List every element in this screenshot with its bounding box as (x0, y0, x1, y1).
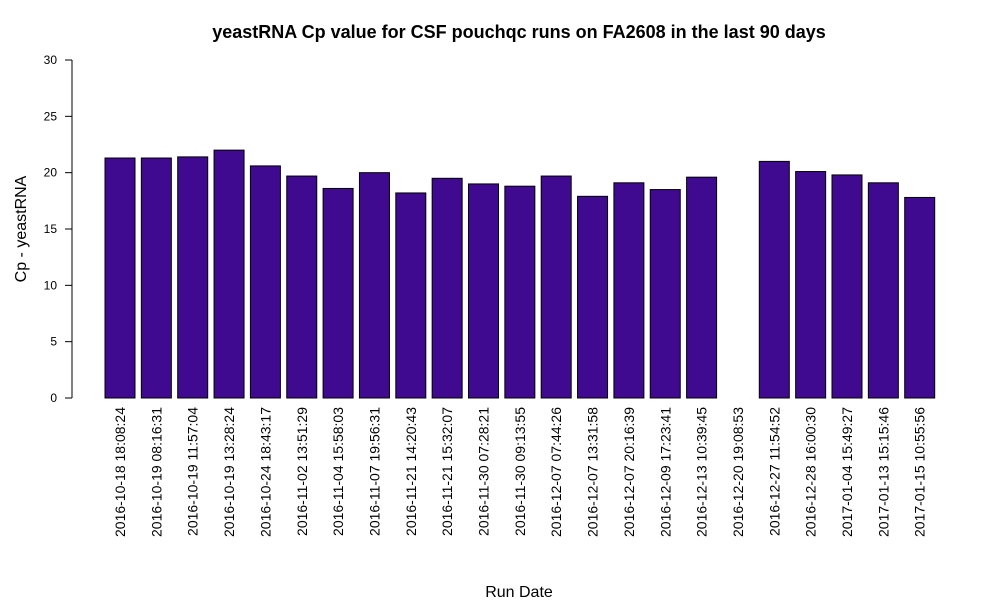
bar (140, 157, 172, 399)
x-tick-label: 2017-01-13 15:15:46 (875, 407, 891, 537)
x-tick-label: 2016-12-20 19:08:53 (730, 407, 746, 537)
bar (904, 196, 936, 399)
y-tick-label: 10 (44, 278, 58, 292)
bar (867, 182, 899, 399)
chart-title: yeastRNA Cp value for CSF pouchqc runs o… (212, 22, 826, 42)
x-tick-label: 2016-11-21 15:32:07 (439, 407, 455, 536)
x-tick-label: 2016-11-21 14:20:43 (403, 407, 419, 536)
x-tick-label: 2016-10-19 08:16:31 (148, 407, 164, 537)
bar (686, 176, 718, 399)
x-tick-label: 2016-10-19 13:28:24 (221, 407, 237, 537)
x-tick-label: 2016-11-30 09:13:55 (512, 407, 528, 536)
bar (758, 160, 790, 399)
x-tick-label: 2017-01-15 10:55:56 (912, 407, 928, 537)
x-tick-label: 2016-10-24 18:43:17 (257, 407, 273, 537)
bar (249, 165, 281, 399)
y-tick-label: 0 (50, 391, 57, 405)
bar (286, 175, 318, 399)
bar (504, 185, 536, 399)
y-tick-label: 25 (44, 109, 58, 123)
bar (177, 156, 209, 399)
bars (104, 149, 936, 399)
y-axis: 0 5 10 15 20 25 30 (44, 53, 73, 405)
x-tick-label: 2016-12-13 10:39:45 (694, 407, 710, 537)
x-tick-label: 2016-11-04 15:58:03 (330, 407, 346, 536)
x-tick-label: 2016-11-02 13:51:29 (294, 407, 310, 536)
x-axis-title: Run Date (485, 584, 553, 600)
bar (649, 189, 681, 399)
bar (358, 172, 390, 399)
bar (540, 175, 572, 399)
bar (831, 174, 863, 399)
x-tick-label: 2017-01-04 15:49:27 (839, 407, 855, 537)
x-tick-label: 2016-12-07 20:16:39 (621, 407, 637, 537)
bar (322, 187, 354, 399)
bar (795, 171, 827, 399)
y-tick-label: 15 (44, 222, 58, 236)
x-tick-label: 2016-12-07 13:31:58 (585, 407, 601, 537)
x-axis-labels: 2016-10-18 18:08:24 2016-10-19 08:16:31 20… (112, 407, 928, 537)
x-tick-label: 2016-11-30 07:28:21 (476, 407, 492, 536)
x-tick-label: 2016-10-18 18:08:24 (112, 407, 128, 537)
y-tick-label: 30 (44, 53, 58, 67)
x-tick-label: 2016-12-09 17:23:41 (657, 407, 673, 537)
y-axis-title: Cp - yeastRNA (13, 175, 30, 282)
bar (468, 183, 499, 399)
bar (613, 182, 645, 399)
x-tick-label: 2016-12-28 16:00:30 (803, 407, 819, 537)
x-tick-label: 2016-12-27 11:54:52 (766, 407, 782, 536)
bar (104, 157, 136, 399)
x-tick-label: 2016-10-19 11:57:04 (185, 407, 201, 536)
x-tick-label: 2016-11-07 19:56:31 (366, 407, 382, 536)
bar (395, 192, 427, 399)
y-tick-label: 20 (44, 166, 58, 180)
bar (431, 177, 463, 399)
y-tick-label: 5 (50, 335, 57, 349)
bar (213, 149, 245, 399)
bar (577, 195, 609, 399)
x-tick-label: 2016-12-07 07:44:26 (548, 407, 564, 537)
